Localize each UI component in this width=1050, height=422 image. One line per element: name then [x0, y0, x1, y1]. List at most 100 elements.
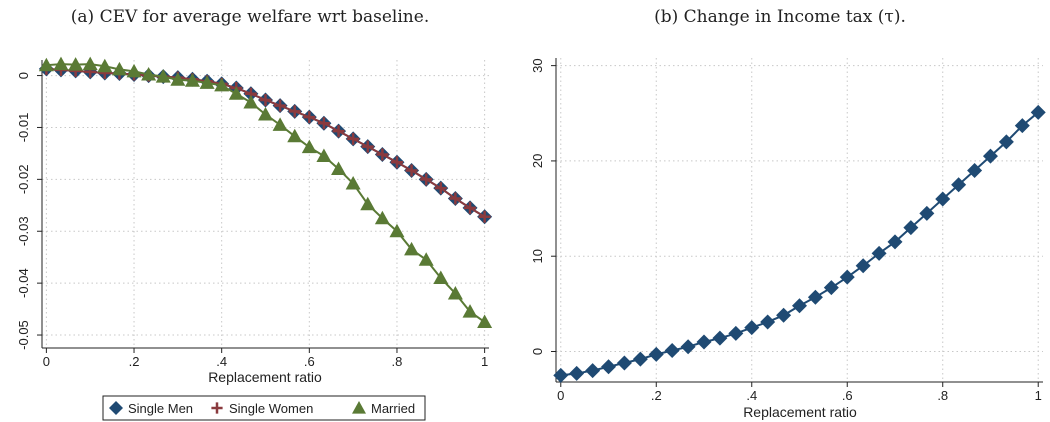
y-tick-label: 30 — [530, 58, 545, 72]
data-point — [418, 252, 434, 266]
panel-b-plot-area — [556, 58, 1043, 382]
data-point — [38, 57, 54, 72]
data-point — [433, 270, 449, 284]
data-point — [680, 339, 696, 355]
x-tick-label: .2 — [651, 388, 662, 403]
data-point — [316, 148, 332, 162]
y-tick-label: 0 — [530, 348, 545, 355]
data-point — [347, 132, 360, 145]
data-point — [53, 56, 69, 71]
data-point — [331, 161, 347, 175]
x-tick-label: .6 — [842, 388, 853, 403]
data-point — [744, 320, 760, 336]
data-point — [760, 314, 776, 330]
data-point — [317, 117, 330, 130]
data-point — [199, 75, 215, 89]
data-point — [405, 164, 418, 177]
data-point — [569, 365, 585, 381]
data-point — [155, 69, 171, 83]
panel-b-series — [553, 104, 1046, 383]
data-point — [243, 95, 259, 109]
data-point — [374, 210, 390, 225]
legend-label: Single Men — [128, 401, 193, 416]
data-point — [345, 176, 361, 190]
y-tick-label: 10 — [530, 249, 545, 263]
data-point — [126, 63, 142, 78]
data-point — [420, 173, 433, 186]
data-point — [301, 139, 317, 154]
data-point — [361, 140, 374, 153]
data-point — [360, 196, 376, 211]
data-point — [272, 117, 288, 131]
x-tick-label: .8 — [392, 354, 403, 369]
data-point — [616, 355, 632, 371]
data-point — [390, 156, 403, 169]
data-point — [477, 314, 493, 329]
data-point — [111, 61, 127, 76]
y-tick-label: -0.02 — [16, 165, 31, 195]
data-point — [712, 330, 728, 346]
panel-a-title: (a) CEV for average welfare wrt baseline… — [71, 7, 429, 27]
data-point — [303, 111, 316, 124]
data-point — [664, 343, 680, 359]
data-point — [447, 286, 463, 300]
data-point — [274, 99, 287, 112]
panel-b-x-ticks: 0 .2 .4 .6 .8 1 — [557, 382, 1042, 403]
y-tick-label: -0.01 — [16, 113, 31, 143]
y-tick-label: 20 — [530, 154, 545, 168]
x-tick-label: .8 — [937, 388, 948, 403]
data-point — [855, 258, 871, 274]
legend-label: Single Women — [229, 401, 313, 416]
panel-a-axes — [41, 60, 489, 349]
data-point — [1014, 118, 1030, 134]
data-point — [951, 177, 967, 193]
data-point — [1030, 104, 1046, 120]
data-point — [228, 86, 244, 100]
legend: Single Men Single Women Married — [102, 395, 426, 421]
data-point — [823, 280, 839, 296]
panel-b-income-tax: (b) Change in Income tax (τ). 0 .2 .4 .6 .8 1… — [530, 7, 1046, 420]
data-point — [462, 304, 478, 318]
x-tick-label: .4 — [216, 354, 227, 369]
data-point — [696, 334, 712, 350]
data-point — [903, 220, 919, 236]
data-point — [871, 245, 887, 261]
y-tick-label: -0.03 — [16, 216, 31, 246]
data-point — [776, 307, 792, 323]
x-tick-label: 1 — [1035, 388, 1042, 403]
panel-b-title: (b) Change in Income tax (τ). — [654, 7, 906, 27]
data-point — [434, 182, 447, 195]
panel-b-x-axis-label: Replacement ratio — [743, 404, 857, 420]
panel-b-y-ticks: 0 10 20 30 — [530, 58, 556, 355]
data-point — [389, 223, 405, 238]
legend-marker — [211, 402, 223, 414]
data-point — [632, 351, 648, 367]
x-tick-label: .2 — [129, 354, 140, 369]
data-point — [553, 367, 569, 383]
panel-a-x-axis-label: Replacement ratio — [208, 369, 322, 385]
data-point — [464, 201, 477, 214]
data-point — [648, 346, 664, 362]
data-point — [792, 298, 807, 314]
data-point — [97, 58, 113, 73]
data-point — [68, 57, 84, 71]
data-point — [967, 162, 983, 178]
data-point — [170, 72, 186, 86]
data-point — [82, 56, 98, 71]
data-point — [449, 192, 462, 205]
data-point — [258, 106, 273, 121]
data-point — [287, 128, 303, 143]
data-point — [288, 105, 301, 118]
panel-a-y-ticks: 0 -0.01 -0.02 -0.03 -0.04 -0.05 — [16, 72, 42, 350]
data-point — [887, 234, 903, 250]
panel-b-grid — [556, 58, 1043, 382]
data-point — [376, 148, 389, 161]
data-point — [478, 210, 491, 223]
data-point — [982, 148, 998, 164]
legend-marker — [352, 401, 366, 414]
x-tick-label: 1 — [481, 354, 488, 369]
data-point — [935, 191, 951, 207]
x-tick-label: 0 — [43, 354, 50, 369]
y-tick-label: -0.05 — [16, 320, 31, 350]
